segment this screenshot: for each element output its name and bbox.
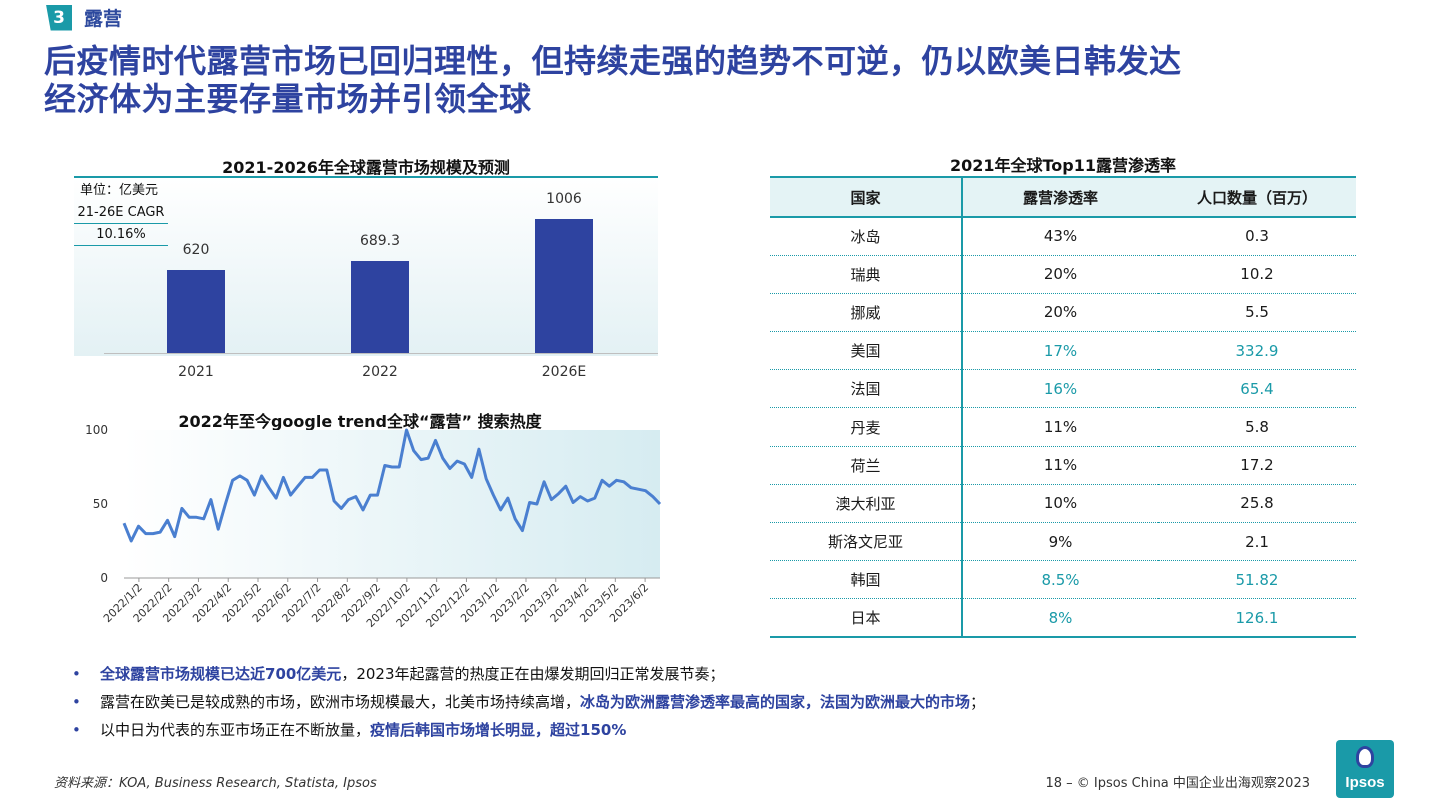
header-country: 国家	[770, 176, 963, 218]
population-cell: 10.2	[1158, 255, 1356, 294]
rate-cell: 11%	[962, 446, 1158, 485]
trend-chart-title: 2022年至今google trend全球“露营” 搜索热度	[178, 412, 542, 431]
bar-category-label: 2026E	[541, 364, 587, 380]
table-row: 斯洛文尼亚 9% 2.1	[770, 522, 1356, 562]
rate-cell: 10%	[962, 484, 1158, 524]
bullet-text: ，2023年起露营的热度正在由爆发期回归正常发展节奏；	[341, 665, 725, 683]
bar-2021	[167, 270, 225, 353]
rate-cell: 43%	[962, 217, 1158, 256]
bullet-text: ；	[970, 693, 986, 711]
table-row: 瑞典 20% 10.2	[770, 255, 1356, 294]
table-title: 2021年全球Top11露营渗透率	[949, 156, 1177, 175]
summary-bullets: • 全球露营市场规模已达近700亿美元，2023年起露营的热度正在由爆发期回归正…	[72, 660, 1352, 744]
population-cell: 25.8	[1158, 484, 1356, 524]
country-cell: 瑞典	[770, 255, 963, 294]
trend-chart: 0501002022/1/22022/2/22022/3/22022/4/220…	[85, 423, 662, 630]
population-cell: 332.9	[1158, 331, 1356, 371]
bullet-emphasis: 全球露营市场规模已达近700亿美元	[100, 665, 342, 683]
section-number: 3	[46, 4, 72, 31]
page-title-line-1: 后疫情时代露营市场已回归理性，但持续走强的趋势不可逆，仍以欧美日韩发达	[44, 42, 1182, 80]
table-row: 丹麦 11% 5.8	[770, 407, 1356, 447]
rate-cell: 20%	[962, 255, 1158, 294]
bullet-emphasis: 疫情后韩国市场增长明显，超过150%	[370, 721, 627, 739]
unit-label: 单位：亿美元	[80, 183, 159, 198]
bar-value-label: 689.3	[359, 233, 401, 250]
section-label: 露营	[84, 8, 123, 30]
population-cell: 0.3	[1158, 217, 1356, 256]
rate-cell: 8.5%	[962, 560, 1158, 600]
country-cell: 美国	[770, 331, 963, 371]
penetration-table: 国家 露营渗透率 人口数量（百万） 冰岛 43% 0.3 瑞典 20% 10.2 挪威 20%…	[770, 176, 1356, 639]
country-cell: 澳大利亚	[770, 484, 963, 524]
ipsos-logo: Ipsos	[1336, 740, 1394, 798]
country-cell: 法国	[770, 369, 963, 409]
table-row: 澳大利亚 10% 25.8	[770, 484, 1356, 524]
table-row: 荷兰 11% 17.2	[770, 446, 1356, 485]
trend-series-line	[122, 428, 662, 543]
table-row: 美国 17% 332.9	[770, 331, 1356, 371]
y-tick-label: 100	[85, 423, 108, 437]
bullet-emphasis: 冰岛为欧洲露营渗透率最高的国家，法国为欧洲最大的市场	[580, 693, 971, 711]
population-cell: 17.2	[1158, 446, 1356, 485]
bar-category-label: 2021	[178, 364, 214, 380]
bullet-dot: •	[72, 693, 81, 711]
country-cell: 日本	[770, 598, 963, 639]
bar-chart-title: 2021-2026年全球露营市场规模及预测	[222, 158, 510, 177]
cagr-label: 21-26E CAGR	[74, 202, 168, 224]
bar-value-label: 620	[182, 242, 210, 259]
section-tag: 3 露营	[46, 4, 122, 31]
rate-cell: 11%	[962, 407, 1158, 447]
rate-cell: 9%	[962, 522, 1158, 562]
bar-2026E	[535, 218, 593, 353]
rate-cell: 16%	[962, 369, 1158, 409]
page-title-line-2: 经济体为主要存量市场并引领全球	[44, 80, 532, 118]
population-cell: 5.5	[1158, 293, 1356, 333]
bar-2022	[351, 261, 409, 353]
rate-cell: 17%	[962, 331, 1158, 371]
table-row: 日本 8% 126.1	[770, 598, 1356, 639]
population-cell: 2.1	[1158, 522, 1356, 562]
bullet-dot: •	[72, 665, 81, 683]
table-row: 法国 16% 65.4	[770, 369, 1356, 409]
bullet-text: 露营在欧美已是较成熟的市场，欧洲市场规模最大，北美市场持续高增，	[100, 693, 581, 711]
bullet-item: • 全球露营市场规模已达近700亿美元，2023年起露营的热度正在由爆发期回归正…	[72, 660, 1352, 688]
rate-cell: 20%	[962, 293, 1158, 333]
country-cell: 斯洛文尼亚	[770, 522, 963, 562]
header-population: 人口数量（百万）	[1158, 176, 1356, 218]
table-header-row: 国家 露营渗透率 人口数量（百万）	[770, 176, 1356, 218]
bullet-item: • 以中日为代表的东亚市场正在不断放量，疫情后韩国市场增长明显，超过150%	[72, 716, 1352, 744]
logo-mark-icon	[1356, 746, 1374, 768]
page-footer: 18 – © Ipsos China 中国企业出海观察2023	[1045, 776, 1310, 791]
population-cell: 126.1	[1158, 598, 1356, 639]
cagr-value: 10.16%	[74, 224, 168, 246]
population-cell: 5.8	[1158, 407, 1356, 447]
logo-text: Ipsos	[1345, 774, 1385, 791]
page-title: 后疫情时代露营市场已回归理性，但持续走强的趋势不可逆，仍以欧美日韩发达 经济体为…	[44, 42, 1404, 118]
header-rate: 露营渗透率	[962, 176, 1158, 218]
bar-value-label: 1006	[546, 190, 582, 207]
y-tick-label: 0	[100, 571, 108, 585]
population-cell: 65.4	[1158, 369, 1356, 409]
country-cell: 冰岛	[770, 217, 963, 256]
table-row: 韩国 8.5% 51.82	[770, 560, 1356, 600]
bar-chart-unit-box: 单位：亿美元 21-26E CAGR 10.16%	[74, 180, 168, 246]
country-cell: 韩国	[770, 560, 963, 600]
bullet-text: 以中日为代表的东亚市场正在不断放量，	[100, 721, 371, 739]
y-tick-label: 50	[93, 497, 108, 511]
bar-chart-x-axis	[104, 353, 658, 354]
trend-plot-background	[124, 430, 660, 578]
country-cell: 丹麦	[770, 407, 963, 447]
table-row: 冰岛 43% 0.3	[770, 217, 1356, 256]
country-cell: 挪威	[770, 293, 963, 333]
population-cell: 51.82	[1158, 560, 1356, 600]
table-row: 挪威 20% 5.5	[770, 293, 1356, 333]
bar-category-label: 2022	[362, 364, 398, 380]
bullet-dot: •	[72, 721, 81, 739]
country-cell: 荷兰	[770, 446, 963, 485]
source-note: 资料来源：KOA, Business Research, Statista, I…	[54, 776, 377, 791]
bullet-item: • 露营在欧美已是较成熟的市场，欧洲市场规模最大，北美市场持续高增，冰岛为欧洲露…	[72, 688, 1352, 716]
rate-cell: 8%	[962, 598, 1158, 639]
